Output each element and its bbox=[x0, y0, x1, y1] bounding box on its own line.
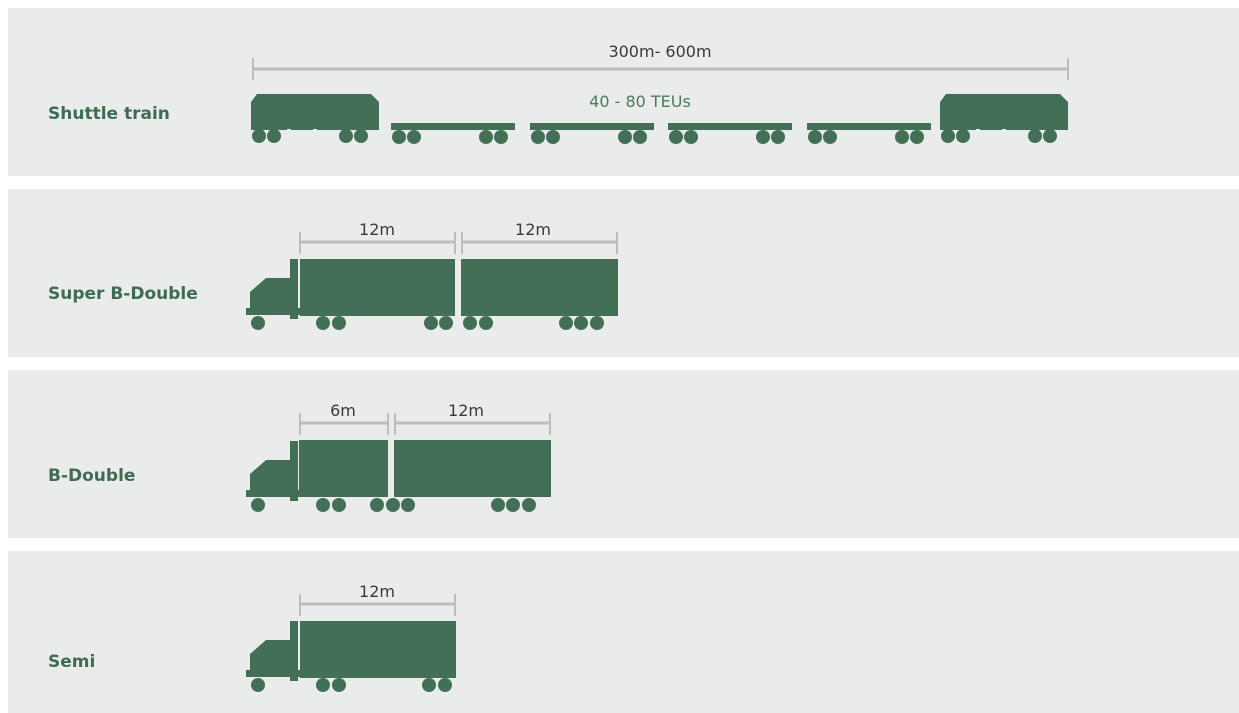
shuttle-length-label: 300m- 600m bbox=[608, 42, 711, 61]
semi-seg1-label: 12m bbox=[359, 582, 395, 601]
shuttle-capacity-label: 40 - 80 TEUs bbox=[589, 92, 691, 111]
b-double-seg1-label: 6m bbox=[330, 401, 356, 420]
flat-wagon-4 bbox=[807, 123, 931, 144]
super-b-double-dimension bbox=[299, 232, 618, 254]
flat-wagon-1 bbox=[391, 123, 515, 144]
shuttle-train-dimension bbox=[252, 58, 1069, 80]
b-double-dimension bbox=[299, 413, 551, 435]
b-double-truck bbox=[246, 440, 551, 512]
b-double-label: B-Double bbox=[48, 466, 136, 486]
semi-label: Semi bbox=[48, 652, 96, 672]
super-b-seg2-label: 12m bbox=[515, 220, 551, 239]
flat-wagon-3 bbox=[668, 123, 792, 144]
shuttle-train-panel bbox=[8, 8, 1239, 176]
b-double-panel bbox=[8, 370, 1239, 538]
locomotive-left bbox=[251, 94, 379, 143]
b-double-seg2-label: 12m bbox=[448, 401, 484, 420]
super-b-seg1-label: 12m bbox=[359, 220, 395, 239]
semi-dimension bbox=[299, 594, 456, 616]
super-b-double-panel bbox=[8, 189, 1239, 357]
super-b-double-truck bbox=[246, 259, 618, 330]
semi-truck bbox=[246, 621, 456, 692]
semi-panel bbox=[8, 551, 1239, 713]
super-b-double-label: Super B-Double bbox=[48, 284, 198, 304]
flat-wagon-2 bbox=[530, 123, 654, 144]
locomotive-right bbox=[940, 94, 1068, 143]
shuttle-train-label: Shuttle train bbox=[48, 104, 170, 124]
